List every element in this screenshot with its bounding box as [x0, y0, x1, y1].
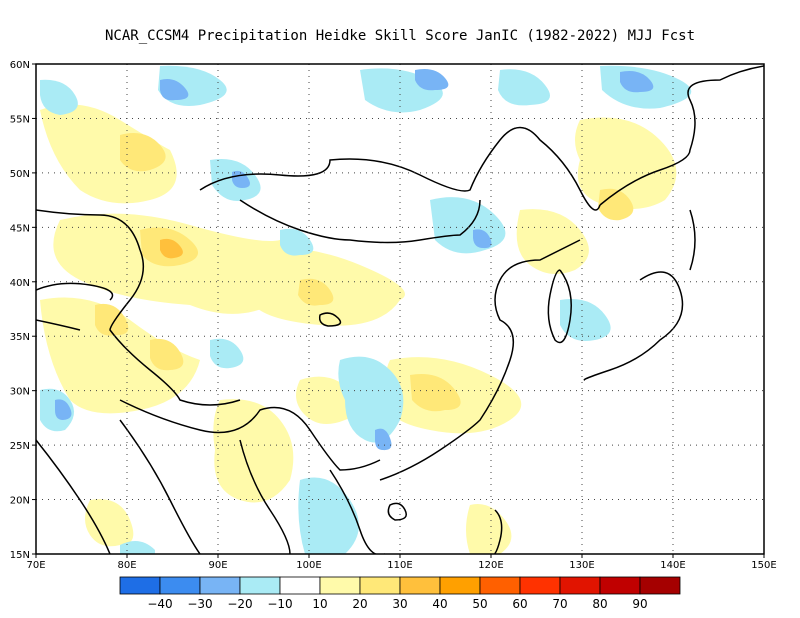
y-tick-label: 45N	[10, 223, 30, 234]
colorbar-swatch	[119, 576, 161, 595]
colorbar-label: 30	[392, 597, 407, 611]
colorbar-label: 20	[352, 597, 367, 611]
colorbar-swatch	[519, 576, 561, 595]
x-tick-label: 140E	[660, 560, 685, 571]
y-tick-label: 25N	[10, 441, 30, 452]
x-tick-label: 90E	[208, 560, 227, 571]
x-tick-label: 80E	[117, 560, 136, 571]
y-tick-label: 60N	[10, 60, 30, 71]
coastlines-borders	[36, 65, 764, 554]
y-tick-label: 55N	[10, 114, 30, 125]
y-tick-label: 50N	[10, 169, 30, 180]
x-tick-label: 100E	[296, 560, 321, 571]
y-tick-label: 15N	[10, 550, 30, 561]
colorbar-swatch	[559, 576, 601, 595]
x-tick-label: 150E	[751, 560, 776, 571]
colorbar-label: 10	[312, 597, 327, 611]
colorbar-label: −40	[147, 597, 172, 611]
skill-shading	[40, 65, 692, 554]
colorbar-swatch	[479, 576, 521, 595]
x-axis-ticks: 70E 80E 90E 100E 110E 120E 130E 140E 150E	[26, 554, 777, 571]
y-axis-ticks: 15N 20N 25N 30N 35N 40N 45N 50N 55N 60N	[10, 60, 36, 561]
colorbar-label: 60	[512, 597, 527, 611]
colorbar-swatch	[319, 576, 361, 595]
colorbar: −40 −30 −20 −10 10 20 30 40 50 60 70 80 90	[119, 576, 681, 611]
colorbar-swatch	[199, 576, 241, 595]
colorbar-swatch	[359, 576, 401, 595]
y-tick-label: 40N	[10, 278, 30, 289]
y-tick-label: 20N	[10, 496, 30, 507]
colorbar-swatch	[599, 576, 641, 595]
colorbar-label: −10	[267, 597, 292, 611]
x-tick-label: 130E	[569, 560, 594, 571]
colorbar-label: 70	[552, 597, 567, 611]
y-tick-label: 30N	[10, 387, 30, 398]
lat-lon-grid	[36, 64, 764, 554]
x-tick-label: 110E	[387, 560, 412, 571]
colorbar-label: 80	[592, 597, 607, 611]
x-tick-label: 70E	[26, 560, 45, 571]
x-tick-label: 120E	[478, 560, 503, 571]
colorbar-swatch	[399, 576, 441, 595]
y-tick-label: 35N	[10, 332, 30, 343]
colorbar-swatch	[159, 576, 201, 595]
colorbar-swatch	[439, 576, 481, 595]
colorbar-label: 90	[632, 597, 647, 611]
colorbar-label: 40	[432, 597, 447, 611]
colorbar-swatch	[239, 576, 281, 595]
colorbar-swatch	[279, 576, 321, 595]
colorbar-label: −20	[227, 597, 252, 611]
colorbar-label: −30	[187, 597, 212, 611]
colorbar-label: 50	[472, 597, 487, 611]
chart-title: NCAR_CCSM4 Precipitation Heidke Skill Sc…	[104, 28, 695, 44]
colorbar-swatch	[639, 576, 681, 595]
